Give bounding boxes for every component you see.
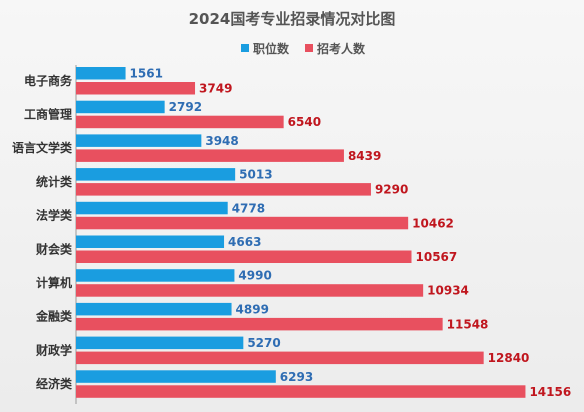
data-label-applicants: 8439 — [348, 149, 381, 163]
data-label-positions: 4990 — [238, 269, 271, 283]
category-label: 统计类 — [36, 174, 73, 189]
data-label-positions: 5013 — [239, 168, 272, 182]
data-label-applicants: 12840 — [488, 351, 530, 365]
data-label-applicants: 14156 — [529, 385, 571, 399]
bar-applicants — [76, 216, 409, 230]
bar-applicants — [76, 183, 371, 196]
bar-applicants — [76, 385, 526, 398]
category-label: 计算机 — [36, 275, 72, 290]
data-label-positions: 6293 — [280, 370, 313, 384]
data-label-applicants: 10462 — [412, 216, 454, 230]
category-label: 法学类 — [36, 208, 73, 223]
category-label: 金融类 — [35, 309, 73, 324]
legend-label-positions: 职位数 — [253, 41, 290, 56]
data-label-applicants: 10567 — [416, 250, 458, 264]
category-label: 经济类 — [36, 376, 73, 391]
bar-applicants — [76, 250, 412, 263]
bar-positions — [76, 134, 202, 147]
data-label-applicants: 3749 — [199, 82, 232, 96]
bar-applicants — [76, 284, 424, 297]
bar-positions — [76, 67, 126, 80]
data-label-applicants: 11548 — [447, 317, 489, 331]
bar-positions — [76, 235, 225, 248]
category-label: 工商管理 — [24, 106, 72, 121]
data-label-applicants: 6540 — [288, 115, 321, 129]
legend-swatch-applicants — [305, 44, 313, 52]
bar-positions — [76, 269, 235, 282]
data-label-positions: 4663 — [228, 235, 261, 249]
bar-applicants — [76, 149, 344, 162]
category-label: 语言文学类 — [12, 140, 73, 155]
bar-positions — [76, 168, 236, 181]
bar-positions — [76, 302, 232, 316]
data-label-applicants: 9290 — [375, 183, 408, 197]
category-label: 财政学 — [35, 342, 72, 357]
data-label-applicants: 10934 — [427, 284, 469, 298]
data-label-positions: 2792 — [169, 100, 202, 114]
bar-positions — [76, 370, 276, 383]
data-label-positions: 3948 — [205, 134, 238, 148]
bar-positions — [76, 201, 228, 215]
bar-positions — [76, 100, 165, 114]
chart-title: 2024国考专业招录情况对比图 — [189, 10, 396, 28]
bar-applicants — [76, 317, 443, 331]
legend-swatch-positions — [241, 44, 249, 52]
category-label: 电子商务 — [24, 73, 73, 88]
data-label-positions: 1561 — [130, 67, 163, 81]
data-label-positions: 4778 — [232, 201, 265, 215]
bar-applicants — [76, 351, 484, 365]
bar-positions — [76, 336, 244, 350]
category-label: 财会类 — [35, 241, 73, 256]
legend: 职位数 招考人数 — [241, 41, 366, 56]
data-label-positions: 4899 — [236, 302, 269, 316]
data-label-positions: 5270 — [247, 336, 280, 350]
legend-label-applicants: 招考人数 — [317, 41, 366, 56]
bar-applicants — [76, 115, 284, 129]
plot-area: 电子商务 1561 3749 工商管理 2792 6540 语言文学类 3948 8439 统计类… — [12, 65, 571, 404]
bar-applicants — [76, 82, 196, 95]
